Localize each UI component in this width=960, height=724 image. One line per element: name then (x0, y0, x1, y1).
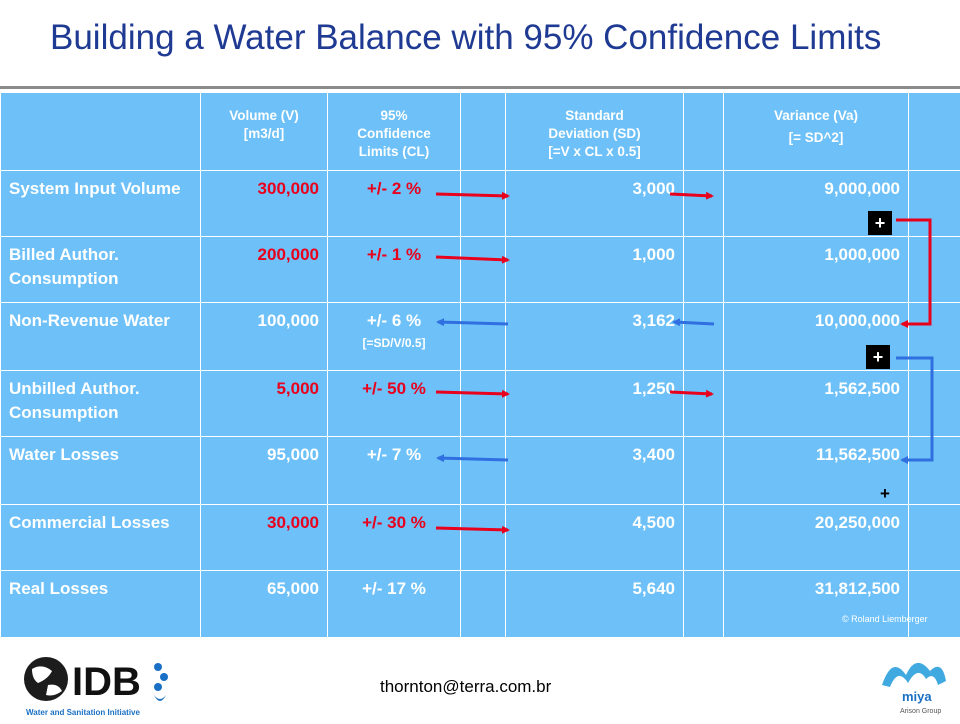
red-arrow (436, 528, 508, 530)
arrow-overlay (0, 92, 960, 637)
red-arrow (670, 194, 712, 196)
svg-text:miya: miya (902, 689, 932, 704)
idb-logo: IDB Water and Sanitation Initiative (18, 649, 178, 719)
blue-arrow (674, 322, 714, 324)
blue-arrow (438, 322, 508, 324)
svg-text:Arison Group: Arison Group (900, 708, 941, 715)
sum-bracket (896, 358, 932, 460)
red-arrow (436, 392, 508, 394)
contact-email: thornton@terra.com.br (380, 677, 551, 697)
footer: IDB Water and Sanitation Initiative thor… (0, 637, 960, 720)
miya-wave-icon: miya Arison Group (872, 645, 952, 719)
red-arrow (436, 257, 508, 260)
sum-bracket (896, 220, 930, 324)
red-arrow (436, 194, 508, 196)
plus-sign: + (866, 345, 890, 369)
page-title: Building a Water Balance with 95% Confid… (50, 18, 950, 58)
blue-arrow (438, 458, 508, 460)
red-arrow (670, 392, 712, 394)
svg-text:IDB: IDB (72, 660, 141, 704)
svg-text:Water and Sanitation Initiativ: Water and Sanitation Initiative (26, 708, 140, 717)
plus-sign: + (868, 211, 892, 235)
copyright-note: © Roland Liemberger (842, 614, 928, 624)
miya-logo: miya Arison Group (872, 645, 952, 719)
plus-sign: + (880, 484, 890, 504)
title-divider (0, 86, 960, 89)
globe-icon: IDB Water and Sanitation Initiative (18, 649, 178, 719)
